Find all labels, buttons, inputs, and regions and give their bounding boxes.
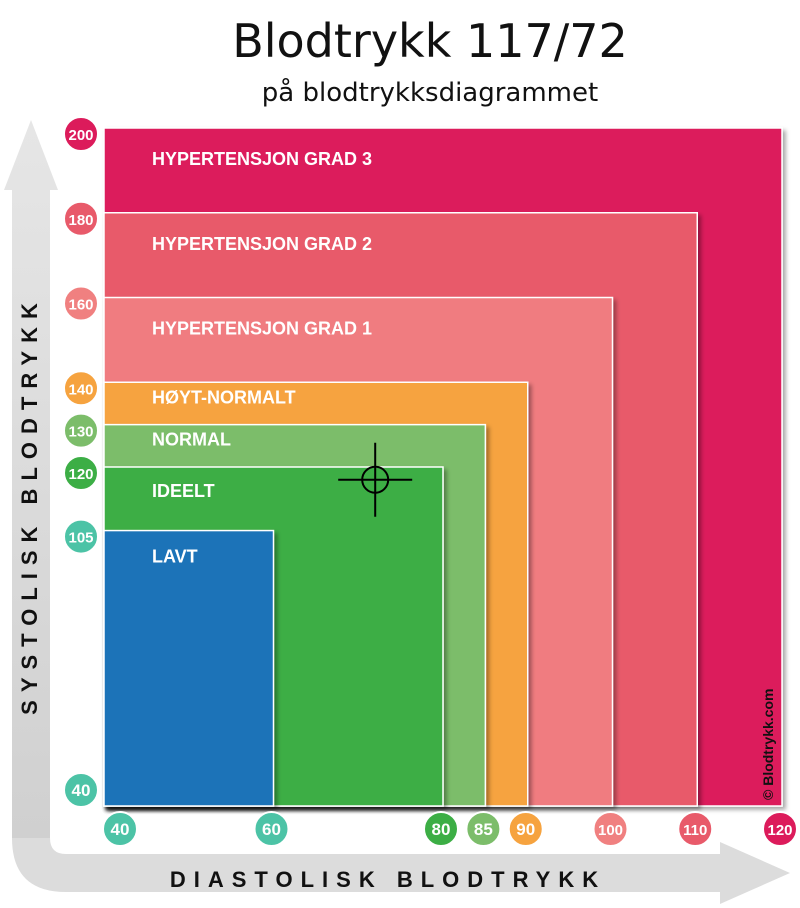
- zone-label-lavt: LAVT: [152, 547, 198, 567]
- x-tick-85-badge: [465, 811, 502, 847]
- x-tick-100-badge: [592, 811, 629, 847]
- zones-layer: [103, 127, 783, 807]
- y-tick-160-badge: [63, 285, 99, 322]
- y-tick-40: 40: [63, 772, 99, 808]
- x-tick-80-label: 80: [432, 820, 451, 839]
- y-tick-160-label: 160: [68, 297, 93, 314]
- y-tick-105: 105: [63, 518, 99, 555]
- y-tick-200: 200: [63, 116, 99, 152]
- x-tick-40-label: 40: [111, 820, 130, 839]
- x-tick-80: 80: [423, 811, 459, 847]
- y-tick-130-badge: [63, 412, 99, 449]
- zone-label-hypertensjon-grad-1: HYPERTENSJON GRAD 1: [152, 319, 372, 339]
- copyright-text: © Blodtrykk.com: [760, 689, 776, 800]
- x-ticks-layer: 40 60 80 85 90 100 110 120: [102, 811, 798, 847]
- x-tick-90-badge: [507, 811, 544, 847]
- y-tick-140-badge: [63, 370, 99, 407]
- zone-label-hypertensjon-grad-2: HYPERTENSJON GRAD 2: [152, 234, 372, 254]
- y-tick-130: 130: [63, 412, 99, 449]
- x-tick-60-label: 60: [262, 820, 281, 839]
- y-tick-200-badge: [63, 116, 99, 152]
- y-tick-120-badge: [63, 455, 99, 491]
- zone-label-normal: NORMAL: [152, 430, 231, 450]
- x-tick-120: 120: [762, 811, 798, 847]
- x-tick-60: 60: [253, 811, 290, 847]
- x-tick-120-badge: [762, 811, 798, 847]
- y-axis-arrow: [4, 120, 58, 840]
- y-tick-180-badge: [63, 200, 99, 237]
- chart-subtitle: på blodtrykksdiagrammet: [261, 78, 599, 108]
- y-tick-105-badge: [63, 518, 99, 555]
- y-axis-label: SYSTOLISK BLODTRYKK: [17, 295, 42, 715]
- x-tick-90-label: 90: [516, 820, 535, 839]
- y-tick-180: 180: [63, 200, 99, 237]
- zone-label-hoyt-normalt: HØYT-NORMALT: [152, 387, 296, 407]
- corner-arrow: [12, 838, 790, 904]
- zone-labels-layer: HYPERTENSJON GRAD 3 HYPERTENSJON GRAD 2 HY…: [152, 149, 372, 567]
- x-tick-120-label: 120: [767, 822, 792, 839]
- x-tick-60-badge: [253, 811, 290, 847]
- y-tick-120-label: 120: [68, 466, 93, 483]
- y-tick-105-label: 105: [68, 530, 93, 547]
- x-tick-40-badge: [102, 811, 138, 847]
- y-ticks-layer: 200 180 160 140 130 120 105 40: [63, 116, 99, 808]
- y-tick-180-label: 180: [68, 212, 93, 229]
- y-tick-40-label: 40: [72, 781, 91, 800]
- zone-label-ideelt: IDEELT: [152, 481, 215, 501]
- chart-title: Blodtrykk 117/72: [232, 14, 628, 68]
- x-tick-40: 40: [102, 811, 138, 847]
- x-tick-85-label: 85: [474, 820, 493, 839]
- x-tick-110: 110: [677, 811, 714, 847]
- x-tick-90: 90: [507, 811, 544, 847]
- y-tick-120: 120: [63, 455, 99, 491]
- zone-label-hypertensjon-grad-3: HYPERTENSJON GRAD 3: [152, 149, 372, 169]
- zone-lavt: [103, 529, 275, 807]
- x-axis-label: DIASTOLISK BLODTRYKK: [170, 867, 606, 892]
- x-tick-100-label: 100: [598, 822, 623, 839]
- marker-layer: [338, 442, 413, 517]
- x-tick-110-badge: [677, 811, 714, 847]
- x-tick-85: 85: [465, 811, 502, 847]
- y-tick-200-label: 200: [68, 127, 93, 144]
- x-tick-110-label: 110: [683, 822, 707, 839]
- y-tick-130-label: 130: [68, 424, 93, 441]
- y-tick-140: 140: [63, 370, 99, 407]
- y-tick-160: 160: [63, 285, 99, 322]
- x-tick-80-badge: [423, 811, 459, 847]
- axis-arrows: [4, 120, 790, 904]
- y-tick-40-badge: [63, 772, 99, 808]
- crosshair-marker: [338, 442, 413, 517]
- y-tick-140-label: 140: [68, 381, 93, 398]
- x-tick-100: 100: [592, 811, 629, 847]
